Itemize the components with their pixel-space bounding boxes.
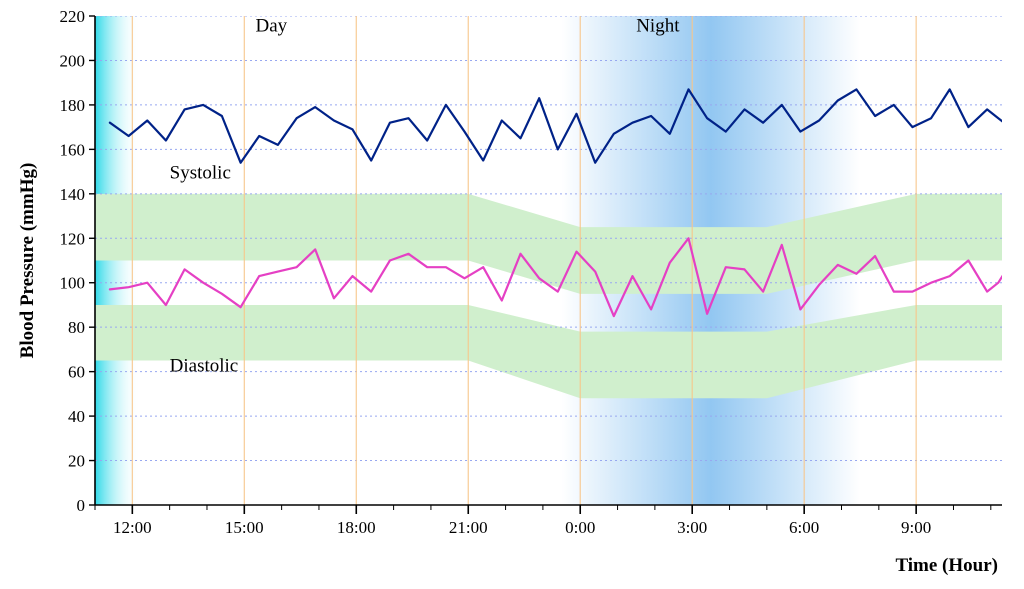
y-tick-label: 140 <box>60 185 86 204</box>
y-tick-label: 60 <box>68 363 85 382</box>
x-tick-label: 21:00 <box>449 518 488 537</box>
y-tick-label: 20 <box>68 452 85 471</box>
y-tick-label: 200 <box>60 51 86 70</box>
x-tick-label: 9:00 <box>901 518 931 537</box>
x-axis-label: Time (Hour) <box>895 555 998 576</box>
annotation-night: Night <box>636 16 680 37</box>
systolic-normal-band <box>95 194 1002 294</box>
x-tick-label: 6:00 <box>789 518 819 537</box>
y-tick-label: 0 <box>77 496 86 515</box>
y-tick-label: 220 <box>60 7 86 26</box>
annotation-diastolic: Diastolic <box>170 356 239 377</box>
x-tick-label: 3:00 <box>677 518 707 537</box>
annotation-day: Day <box>255 16 287 37</box>
y-tick-label: 40 <box>68 407 85 426</box>
annotation-systolic: Systolic <box>170 162 231 183</box>
y-axis-label: Blood Pressure (mmHg) <box>17 163 38 359</box>
x-tick-label: 12:00 <box>113 518 152 537</box>
y-tick-label: 120 <box>60 229 86 248</box>
bp-chart-svg: 0 20 40 60 80 100 120 140 160 180 200 220 12:00 15:00… <box>0 0 1024 589</box>
y-tick-label: 80 <box>68 318 85 337</box>
y-tick-label: 100 <box>60 274 86 293</box>
x-tick-label: 15:00 <box>225 518 264 537</box>
bp-chart-container: 0 20 40 60 80 100 120 140 160 180 200 220 12:00 15:00… <box>0 0 1024 589</box>
y-tick-label: 160 <box>60 140 86 159</box>
x-tick-label: 18:00 <box>337 518 376 537</box>
y-tick-label: 180 <box>60 96 86 115</box>
x-tick-label: 0:00 <box>565 518 595 537</box>
diastolic-normal-band <box>95 305 1002 398</box>
